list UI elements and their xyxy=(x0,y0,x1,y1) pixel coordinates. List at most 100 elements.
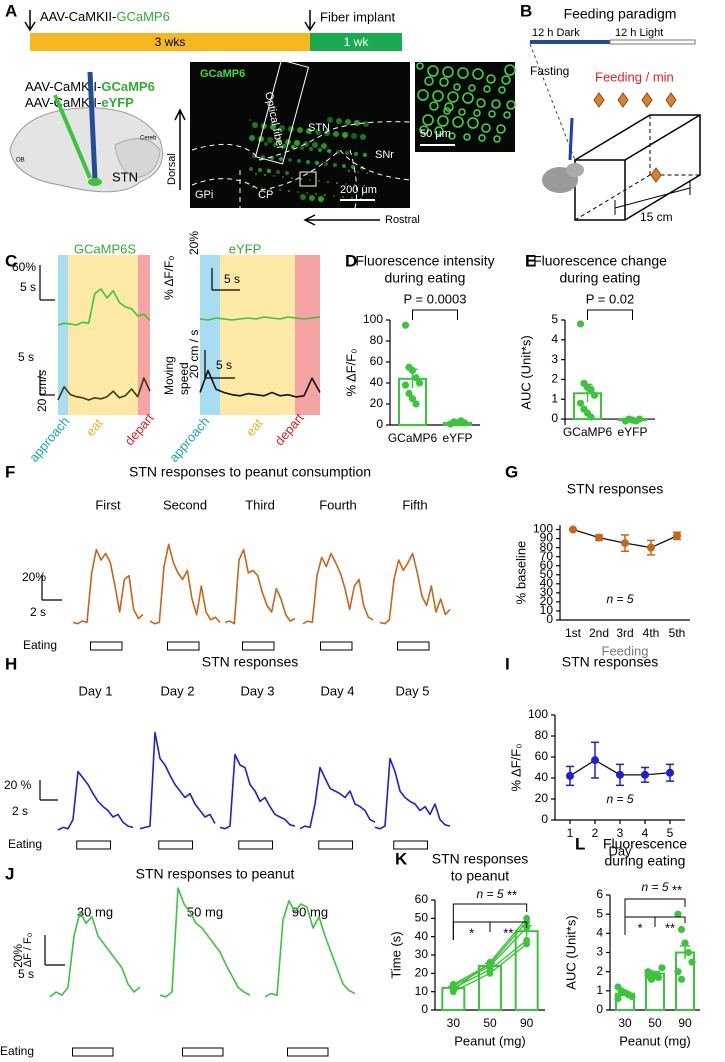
data-point xyxy=(614,994,622,1003)
cell xyxy=(273,143,277,147)
label: Eating xyxy=(0,1044,34,1058)
y-tick-label: 40 xyxy=(370,375,384,389)
cell xyxy=(432,90,444,102)
x-tick-label: 50 xyxy=(483,1016,497,1030)
p-value: P = 0.02 xyxy=(586,291,635,306)
chart-title: STN responses xyxy=(562,654,658,670)
cell xyxy=(267,169,271,173)
trace xyxy=(219,753,296,830)
panel-letter: D xyxy=(345,251,357,270)
y-tick-label: 20 xyxy=(535,791,549,805)
y-tick-label: 0 xyxy=(421,1002,428,1016)
trace xyxy=(72,548,144,625)
data-point xyxy=(412,374,420,382)
data-point xyxy=(666,768,674,777)
cell xyxy=(478,134,486,142)
label: Moving xyxy=(162,356,176,395)
y-tick-label: 2 xyxy=(551,372,558,386)
data-point xyxy=(408,395,417,403)
cell xyxy=(472,68,484,80)
cell xyxy=(264,142,268,146)
panel-letter: E xyxy=(525,251,536,270)
x-tick-label: 5 xyxy=(667,826,674,840)
label: Eating xyxy=(23,638,57,652)
label: Fourth xyxy=(319,497,357,512)
data-point xyxy=(566,771,574,780)
annotation: n = 5 xyxy=(606,592,633,606)
y-tick-label: 80 xyxy=(535,728,549,742)
data-point xyxy=(684,948,693,957)
cell xyxy=(504,64,516,76)
data-point xyxy=(405,389,413,398)
trace xyxy=(199,316,321,321)
cell xyxy=(321,143,327,149)
chart-title: STN responses xyxy=(567,481,663,497)
orientation-arrows xyxy=(174,108,380,226)
mouse-head xyxy=(566,163,584,177)
label: Day 4 xyxy=(321,683,355,698)
cell xyxy=(354,152,358,156)
chart-title: during eating xyxy=(605,853,686,869)
data-point xyxy=(449,980,457,988)
panel-letter: I xyxy=(505,654,510,673)
y-tick-label: 0 xyxy=(546,612,553,626)
data-point xyxy=(401,321,410,329)
cell xyxy=(506,100,516,110)
trace xyxy=(139,731,216,830)
label: 20% xyxy=(187,231,201,255)
label: STN xyxy=(112,169,138,184)
cell xyxy=(267,137,273,143)
label: 20% xyxy=(22,570,46,584)
cell xyxy=(453,83,461,91)
text: AAV-CaMKII- xyxy=(40,9,116,24)
dimension xyxy=(614,180,691,215)
cell xyxy=(279,189,281,191)
eating-bar xyxy=(397,641,430,651)
cell xyxy=(255,173,257,175)
chamber xyxy=(574,114,701,221)
data-point xyxy=(673,531,681,540)
cell xyxy=(501,75,511,85)
label: depart xyxy=(272,410,307,448)
y-tick-label: 0 xyxy=(596,1002,603,1016)
y-tick-label: 3 xyxy=(596,945,603,959)
chart-title: Fluorescence xyxy=(603,836,687,852)
label: ΔF / F₀ xyxy=(22,933,34,968)
y-tick-label: 30 xyxy=(415,947,429,961)
eating-bar xyxy=(76,840,111,850)
cell xyxy=(285,171,289,175)
text: GCaMP6 xyxy=(116,9,169,24)
cell xyxy=(288,158,292,162)
cell xyxy=(252,122,258,128)
section-title: STN responses to peanut consumption xyxy=(129,464,371,480)
cell xyxy=(249,119,251,121)
trace xyxy=(49,911,141,998)
annotation: n = 5 xyxy=(476,887,503,901)
data-point xyxy=(674,968,682,976)
significance: ** xyxy=(507,887,517,902)
x-axis-label: Day xyxy=(608,843,632,858)
y-tick-label: 100 xyxy=(533,522,553,536)
y-tick-label: 6 xyxy=(596,887,603,901)
y-tick-label: 100 xyxy=(528,707,548,721)
panel-letter: H xyxy=(5,654,17,673)
y-tick-label: 0 xyxy=(376,417,383,431)
cell xyxy=(336,118,342,124)
label: 20% xyxy=(11,944,25,968)
data-point xyxy=(616,770,624,779)
label: 3 wks xyxy=(155,35,186,49)
x-tick-label: 2nd xyxy=(589,626,609,640)
trace xyxy=(149,543,221,625)
cell xyxy=(351,133,357,139)
cell xyxy=(354,120,360,126)
bracket xyxy=(654,916,686,927)
cell xyxy=(348,170,350,172)
cell xyxy=(282,144,286,148)
fiber-outline xyxy=(254,59,310,165)
y-tick-label: 1 xyxy=(551,391,558,405)
bracket xyxy=(489,921,528,932)
cell xyxy=(315,129,321,135)
cell xyxy=(306,192,308,194)
chart-title: during eating xyxy=(560,270,641,286)
